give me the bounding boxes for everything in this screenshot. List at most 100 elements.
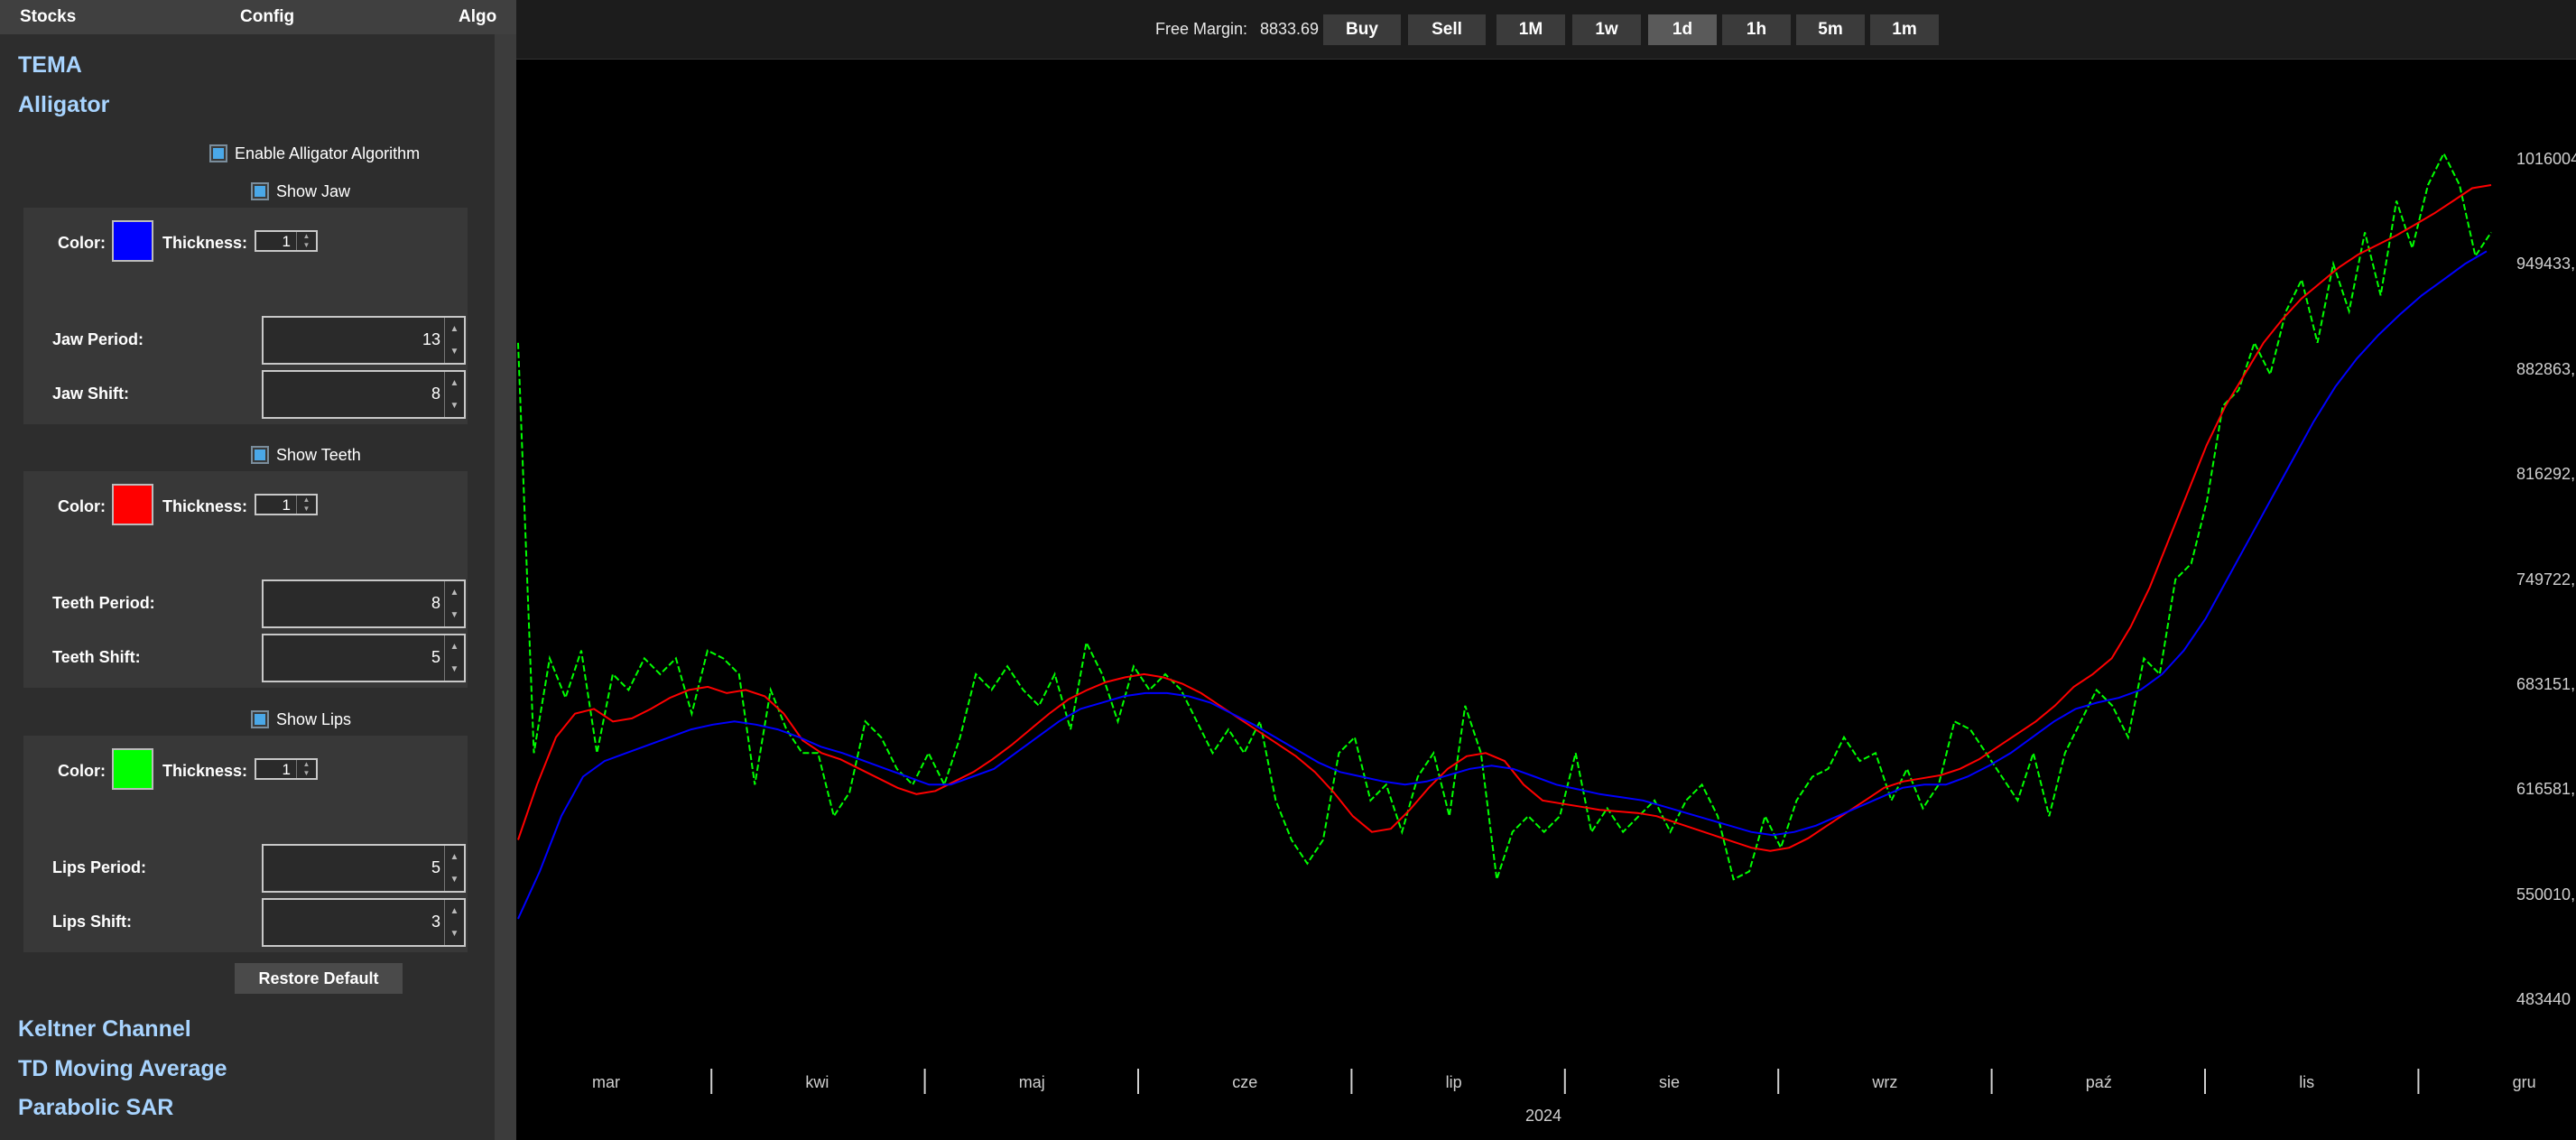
spin-up-icon[interactable]: ▲	[302, 496, 310, 504]
sell-button[interactable]: Sell	[1408, 14, 1486, 45]
show-jaw-label: Show Jaw	[276, 181, 351, 200]
section-parabolic-sar[interactable]: Parabolic SAR	[18, 1095, 174, 1120]
restore-default-button[interactable]: Restore Default	[235, 963, 403, 994]
enable-alligator-label: Enable Alligator Algorithm	[235, 144, 421, 162]
price-chart[interactable]	[516, 60, 2576, 1140]
buy-button[interactable]: Buy	[1323, 14, 1401, 45]
timeframe-1d-button[interactable]: 1d	[1648, 14, 1717, 45]
lips-thickness-label: Thickness:	[162, 762, 248, 780]
spin-down-icon[interactable]: ▼	[302, 241, 310, 249]
checkbox-checked-icon	[251, 446, 269, 464]
jaw-shift-value: 8	[431, 385, 440, 403]
teeth-thickness-label: Thickness:	[162, 497, 248, 515]
jaw-color-label: Color:	[58, 234, 106, 252]
x-tick-label: mar	[592, 1073, 620, 1091]
lips-thickness-spinner[interactable]: 1 ▲ ▼	[255, 758, 318, 780]
x-tick-label: kwi	[805, 1073, 829, 1091]
spin-down-icon[interactable]: ▼	[449, 664, 459, 674]
section-td-moving-average[interactable]: TD Moving Average	[18, 1056, 227, 1081]
tab-algo[interactable]: Algo	[459, 7, 497, 26]
spin-up-icon[interactable]: ▲	[449, 324, 459, 334]
spin-up-icon[interactable]: ▲	[449, 642, 459, 652]
spin-down-icon[interactable]: ▼	[302, 769, 310, 777]
teeth-shift-label: Teeth Shift:	[52, 648, 141, 666]
sidebar-scrollbar[interactable]	[495, 34, 516, 1140]
checkbox-checked-icon	[251, 710, 269, 728]
jaw-settings-panel: Color: Thickness: 1 ▲ ▼ Jaw Period: 13 ▲ ▼…	[23, 208, 468, 424]
x-axis-year-label: 2024	[1525, 1107, 1562, 1125]
lips-shift-value: 3	[431, 913, 440, 931]
series-line-2	[517, 250, 2488, 920]
timeframe-1m-button[interactable]: 1m	[1870, 14, 1939, 45]
show-lips-checkbox[interactable]: Show Lips	[251, 708, 351, 731]
enable-alligator-checkbox[interactable]: Enable Alligator Algorithm	[209, 142, 420, 165]
teeth-thickness-spinner[interactable]: 1 ▲ ▼	[255, 494, 318, 515]
x-tick-label: gru	[2512, 1073, 2536, 1091]
free-margin-label: Free Margin:	[1155, 20, 1248, 38]
spin-down-icon[interactable]: ▼	[449, 347, 459, 357]
x-tick-label: paź	[2085, 1073, 2112, 1091]
timeframe-1w-button[interactable]: 1w	[1572, 14, 1641, 45]
timeframe-5m-button[interactable]: 5m	[1796, 14, 1865, 45]
section-alligator[interactable]: Alligator	[18, 92, 110, 117]
jaw-color-swatch[interactable]	[112, 220, 153, 262]
spin-up-icon[interactable]: ▲	[449, 852, 459, 862]
teeth-color-swatch[interactable]	[112, 484, 153, 525]
x-tick-label: cze	[1232, 1073, 1258, 1091]
jaw-shift-spinner[interactable]: 8 ▲ ▼	[262, 370, 466, 419]
tab-config[interactable]: Config	[240, 7, 295, 26]
spin-up-icon[interactable]: ▲	[449, 378, 459, 388]
lips-color-label: Color:	[58, 762, 106, 780]
teeth-shift-spinner[interactable]: 5 ▲ ▼	[262, 634, 466, 682]
x-tick-label: sie	[1659, 1073, 1681, 1091]
spin-down-icon[interactable]: ▼	[302, 505, 310, 513]
show-jaw-checkbox[interactable]: Show Jaw	[251, 180, 350, 203]
y-tick-label: 816292,	[2516, 465, 2576, 484]
show-teeth-checkbox[interactable]: Show Teeth	[251, 443, 361, 467]
lips-period-spinner[interactable]: 5 ▲ ▼	[262, 844, 466, 893]
y-tick-label: 683151,	[2516, 674, 2576, 693]
checkbox-checked-icon	[209, 144, 227, 162]
jaw-period-spinner[interactable]: 13 ▲ ▼	[262, 316, 466, 365]
spin-down-icon[interactable]: ▼	[449, 929, 459, 939]
teeth-color-label: Color:	[58, 497, 106, 515]
lips-period-label: Lips Period:	[52, 858, 147, 876]
spin-up-icon[interactable]: ▲	[302, 232, 310, 240]
jaw-shift-label: Jaw Shift:	[52, 385, 130, 403]
teeth-thickness-value: 1	[282, 496, 291, 514]
jaw-period-value: 13	[422, 330, 440, 348]
lips-settings-panel: Color: Thickness: 1 ▲ ▼ Lips Period: 5 ▲ ▼…	[23, 736, 468, 952]
show-teeth-label: Show Teeth	[276, 445, 361, 464]
section-keltner-channel[interactable]: Keltner Channel	[18, 1016, 191, 1042]
spin-up-icon[interactable]: ▲	[449, 588, 459, 598]
free-margin-value: 8833.69	[1260, 20, 1320, 38]
spin-down-icon[interactable]: ▼	[449, 875, 459, 885]
spin-down-icon[interactable]: ▼	[449, 610, 459, 620]
y-tick-label: 949433,	[2516, 255, 2576, 273]
y-tick-label: 616581,	[2516, 780, 2576, 799]
jaw-thickness-value: 1	[282, 233, 291, 250]
teeth-period-spinner[interactable]: 8 ▲ ▼	[262, 579, 466, 628]
series-line-0	[517, 151, 2492, 881]
spin-up-icon[interactable]: ▲	[302, 760, 310, 768]
tab-stocks[interactable]: Stocks	[20, 7, 77, 26]
checkbox-checked-icon	[251, 182, 269, 200]
sidebar-tabs: Stocks Config Algo	[0, 0, 516, 34]
show-lips-label: Show Lips	[276, 709, 352, 728]
jaw-thickness-spinner[interactable]: 1 ▲ ▼	[255, 230, 318, 252]
teeth-shift-value: 5	[431, 648, 440, 666]
section-tema[interactable]: TEMA	[18, 52, 82, 78]
sidebar: Stocks Config Algo TEMA Alligator Enable…	[0, 0, 516, 1140]
lips-period-value: 5	[431, 858, 440, 876]
x-tick-label: lis	[2299, 1073, 2315, 1091]
timeframe-1M-button[interactable]: 1M	[1496, 14, 1565, 45]
jaw-thickness-label: Thickness:	[162, 234, 248, 252]
spin-up-icon[interactable]: ▲	[449, 906, 459, 916]
lips-shift-spinner[interactable]: 3 ▲ ▼	[262, 898, 466, 947]
timeframe-1h-button[interactable]: 1h	[1722, 14, 1791, 45]
y-tick-label: 483440	[2516, 990, 2571, 1008]
series-line-1	[517, 184, 2492, 852]
teeth-period-value: 8	[431, 594, 440, 612]
lips-color-swatch[interactable]	[112, 748, 153, 790]
spin-down-icon[interactable]: ▼	[449, 401, 459, 411]
